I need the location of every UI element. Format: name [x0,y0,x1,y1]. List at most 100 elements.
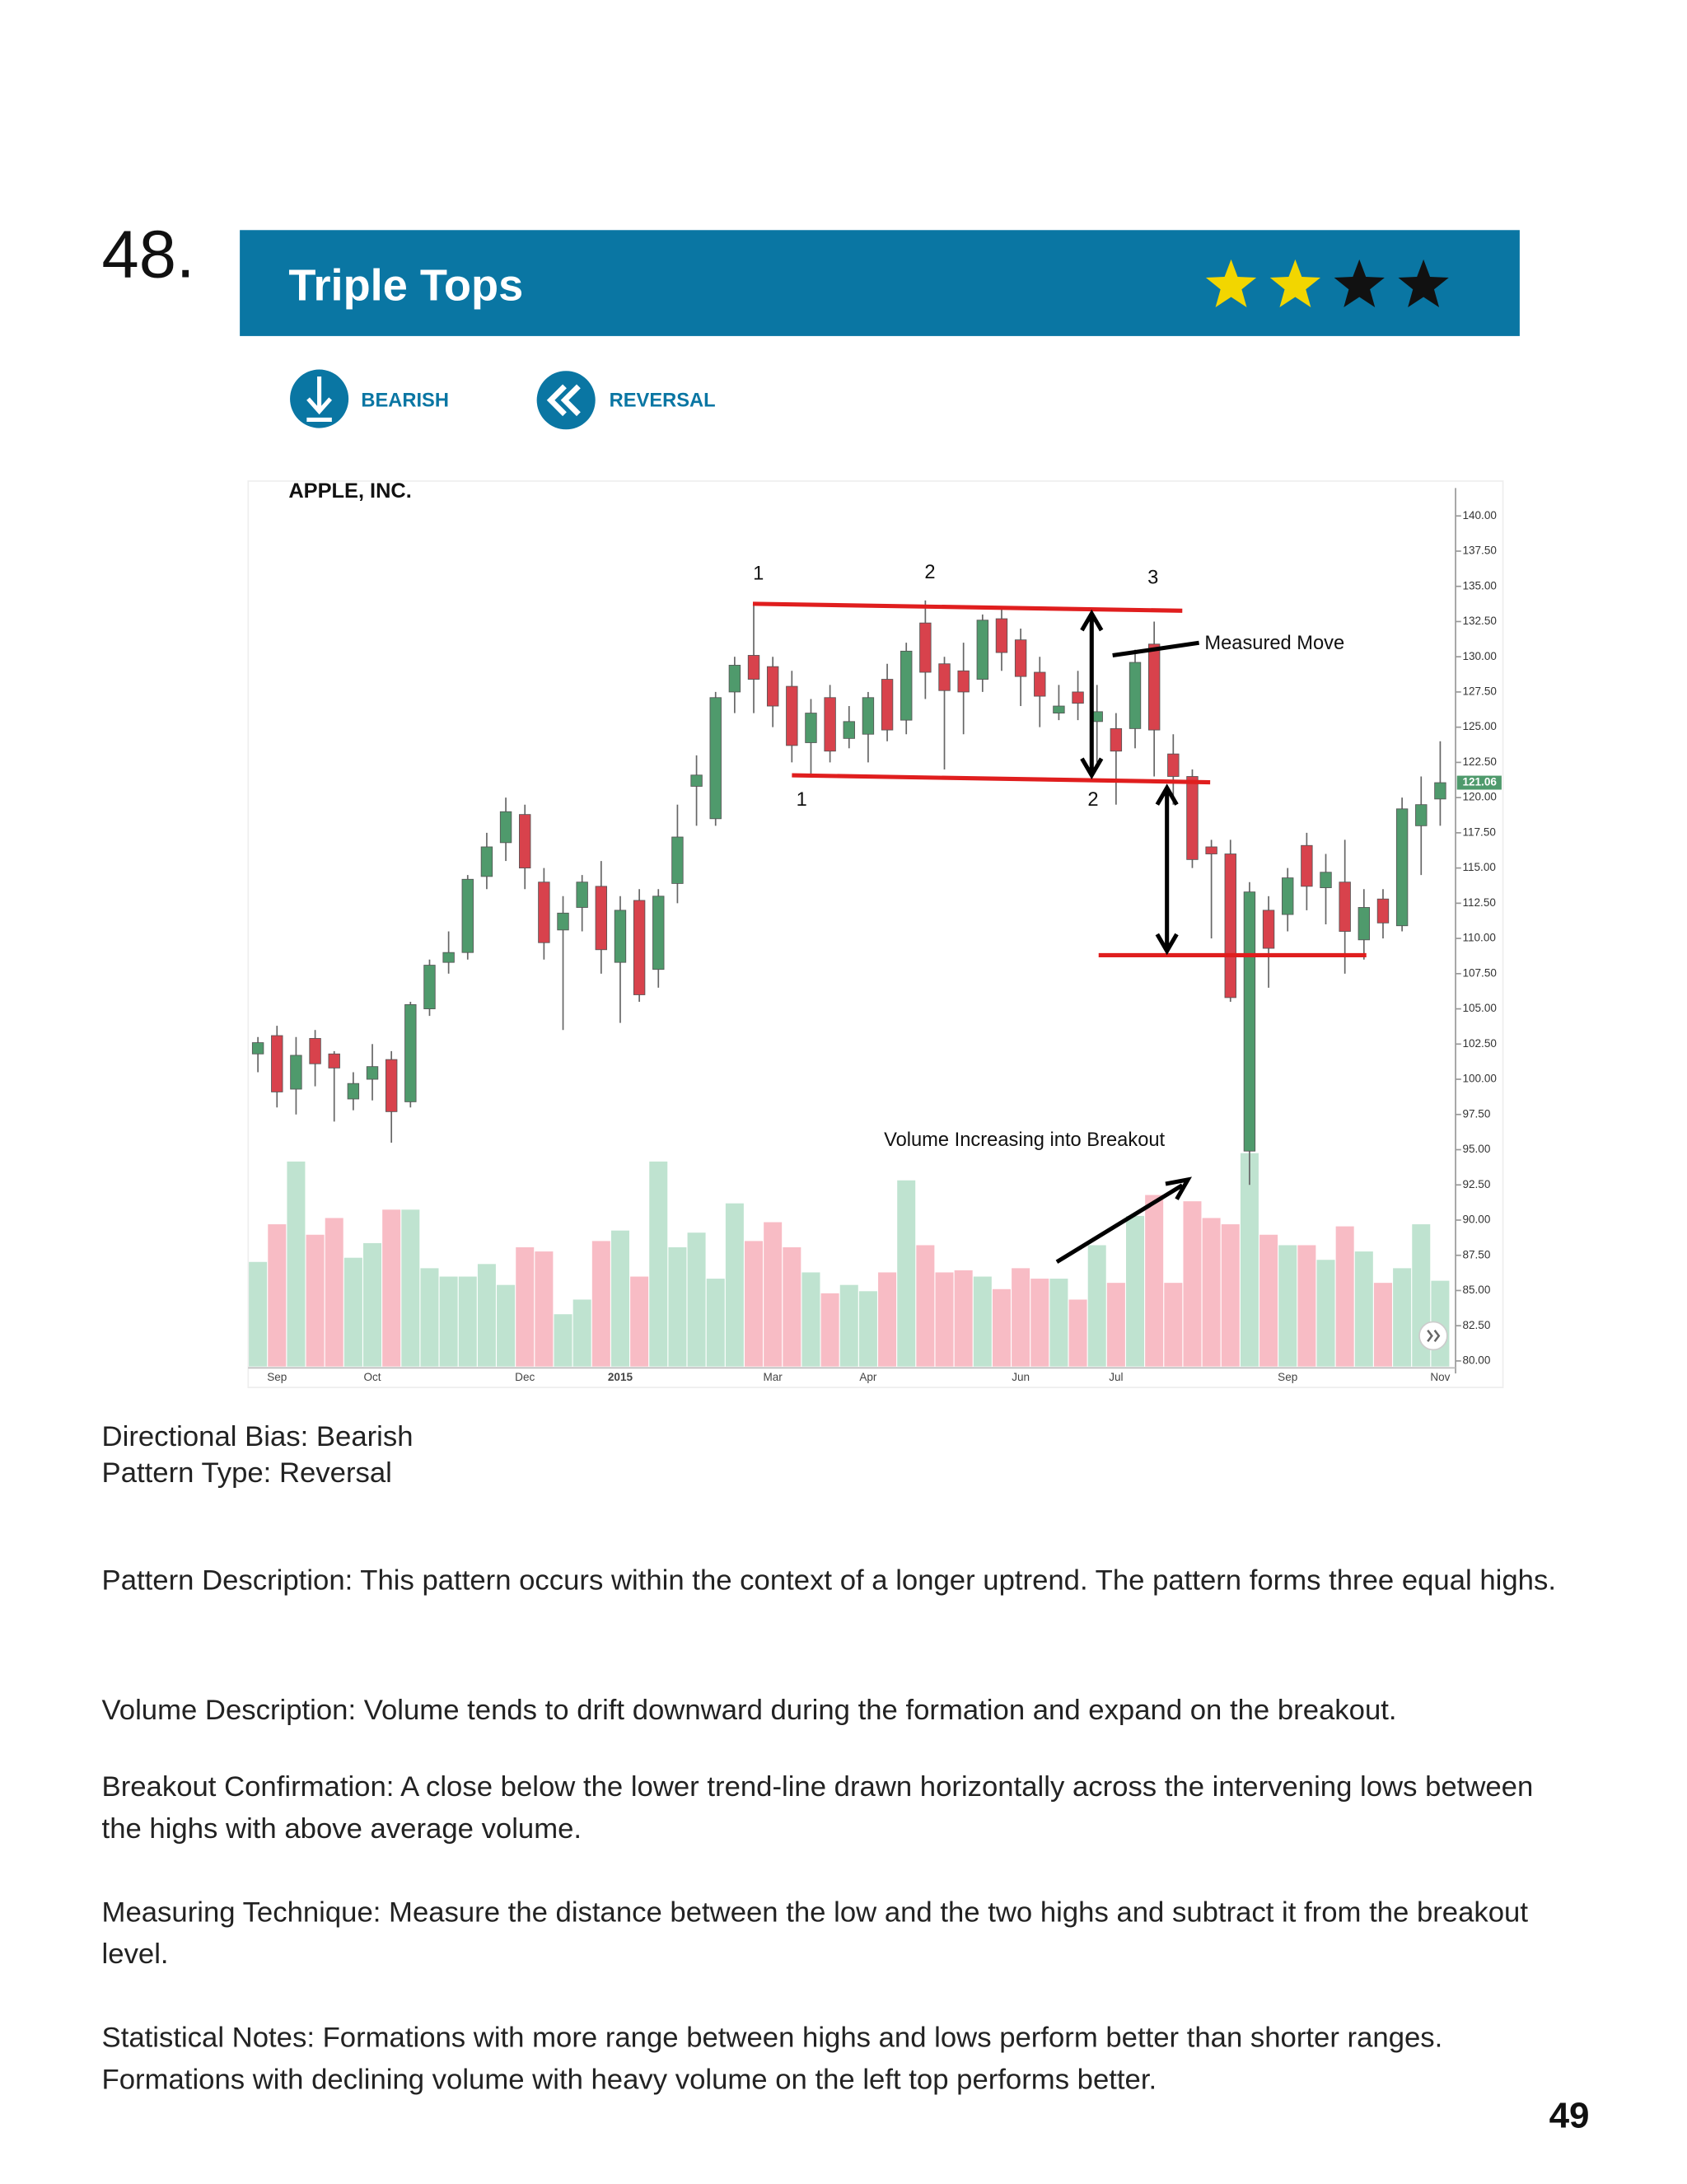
y-tick-label: 130.00 [1462,650,1496,662]
candle-body [1014,639,1027,677]
candle-body [805,713,817,743]
volume-bar [591,1241,610,1367]
candle-body [595,886,608,951]
candle-body [1186,776,1199,860]
annotation: 1 [753,564,764,585]
volume-bar [1202,1218,1221,1367]
volume-bar [687,1232,706,1367]
candle-body [1376,898,1390,924]
section: Statistical Notes: Formations with more … [101,2022,1443,2096]
chart-title: APPLE, INC. [288,479,411,503]
y-tick-label: 122.50 [1462,755,1496,768]
x-tick-label: Sep [1278,1371,1297,1383]
candle-body [557,912,569,931]
volume-bar [668,1246,687,1367]
annotation: 1 [797,789,807,811]
volume-bar [306,1234,325,1367]
star [1398,259,1449,308]
volume-bar [1278,1245,1297,1367]
annotation: Volume Increasing into Breakout [884,1129,1165,1151]
y-tick-label: 105.00 [1462,1002,1496,1014]
candle-body [1301,844,1313,887]
volume-bar [1106,1283,1125,1367]
section: Measuring Technique: Measure the distanc… [101,1896,1528,1971]
annotation: 3 [1147,568,1158,589]
section: Volume Description: Volume tends to drif… [101,1694,1397,1727]
last-price-box [1456,775,1502,790]
candle-body [1147,643,1161,731]
page-number: 49 [1549,2096,1590,2136]
candle-body [1053,705,1065,713]
annotation: 2 [1087,789,1098,811]
volume-bar [1049,1279,1068,1367]
candle-body [347,1083,360,1100]
candle-body [1358,907,1371,941]
volume-bar [1012,1268,1030,1367]
volume-bar [1164,1283,1183,1367]
candle-body [652,896,665,970]
candle-body [1205,846,1217,854]
candle-body [519,814,531,869]
candle-body [461,878,474,953]
y-tick-label: 132.50 [1462,615,1496,627]
x-tick-label: Jul [1109,1371,1123,1383]
candle-body [404,1004,417,1102]
candle-body [824,697,836,752]
star [1269,259,1321,308]
candle-body [366,1066,379,1080]
volume-bar [858,1291,877,1367]
volume-bar [1393,1268,1412,1367]
volume-bar [554,1314,572,1367]
y-tick-label: 100.00 [1462,1073,1496,1085]
volume-bar [954,1270,973,1367]
candle-body [480,846,493,877]
y-tick-label: 135.00 [1462,579,1496,592]
section: Pattern Description: This pattern occurs… [101,1564,1556,1597]
volume-bar [649,1161,668,1367]
volume-arrow [1055,1176,1192,1264]
candle-body [995,618,1008,653]
volume-bar [516,1246,535,1367]
y-tick-label: 117.50 [1462,825,1495,838]
y-tick-label: 112.50 [1462,896,1495,909]
volume-bar [439,1276,458,1367]
y-tick-label: 92.50 [1462,1178,1490,1190]
volume-bar [745,1241,764,1367]
annotation: Measured Move [1204,633,1344,654]
candle-body [786,685,798,746]
star [1205,259,1257,308]
x-tick-label: Nov [1430,1371,1450,1383]
candle-body [1262,910,1275,949]
volume-bar [916,1245,935,1367]
y-tick-label: 127.50 [1462,685,1496,698]
candle-body [1224,853,1236,998]
volume-bar [572,1299,591,1367]
x-tick-label: Jun [1012,1371,1030,1383]
plot: 140.00 137.50 135.00 132.50 130.00 127.50 125.… [249,509,1502,1383]
x-tick-label: Apr [859,1371,877,1383]
tag: BEARISH [361,391,449,412]
volume-bar [1126,1215,1145,1367]
tag: REVERSAL [610,391,716,412]
candle-body [614,910,627,963]
last-price-label: 121.06 [1462,776,1497,788]
rating [1205,259,1449,308]
volume-bar [1068,1299,1087,1367]
y-tick-label: 140.00 [1462,509,1496,521]
projection-arrow [1155,783,1179,956]
candle-body [309,1038,321,1064]
candle-body [290,1055,302,1090]
volume-bar [382,1209,401,1367]
volume-bar [1373,1283,1392,1367]
candle-body [576,882,588,908]
y-tick-label: 125.00 [1462,720,1496,732]
candle-body [442,952,455,963]
pattern-number: 48. [102,217,195,292]
volume-bar [401,1209,420,1367]
y-tick-label: 102.50 [1462,1037,1496,1050]
volume-bar [1297,1245,1316,1367]
volume-bar [458,1276,477,1367]
header-title: Triple Tops [288,261,523,311]
